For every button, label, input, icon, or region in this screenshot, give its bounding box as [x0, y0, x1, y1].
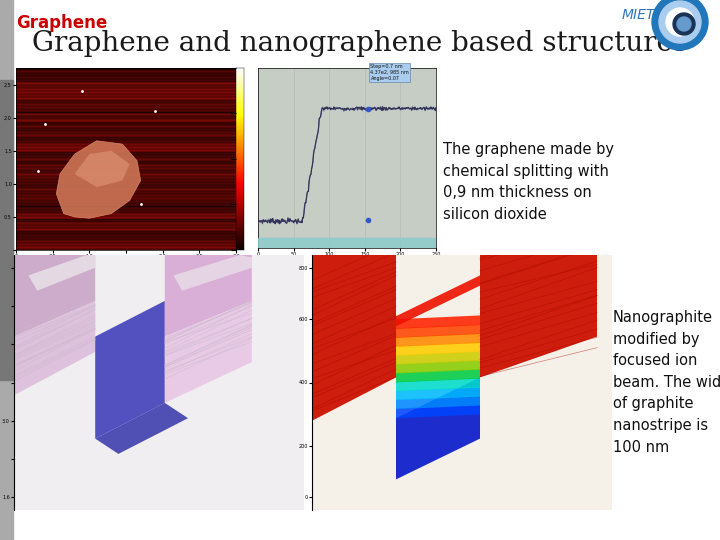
- Polygon shape: [396, 351, 480, 364]
- Polygon shape: [29, 255, 95, 291]
- Bar: [258, 238, 436, 248]
- Polygon shape: [174, 255, 252, 291]
- Polygon shape: [312, 255, 396, 421]
- Polygon shape: [396, 404, 480, 418]
- Text: MIET: MIET: [622, 8, 655, 22]
- Polygon shape: [396, 369, 480, 382]
- Polygon shape: [14, 255, 95, 336]
- Polygon shape: [56, 141, 140, 218]
- Polygon shape: [95, 403, 188, 454]
- Circle shape: [677, 17, 691, 31]
- Polygon shape: [165, 255, 252, 336]
- Bar: [0, 0, 13, 540]
- Polygon shape: [75, 151, 130, 187]
- Circle shape: [666, 8, 694, 36]
- Circle shape: [652, 0, 708, 50]
- Circle shape: [659, 1, 701, 43]
- Text: The graphene made by
chemical splitting with
0,9 nm thickness on
silicon dioxide: The graphene made by chemical splitting …: [443, 142, 614, 222]
- Polygon shape: [396, 275, 480, 326]
- Bar: [0, 80, 13, 380]
- Polygon shape: [396, 360, 480, 374]
- Polygon shape: [95, 301, 165, 438]
- Text: Graphene: Graphene: [16, 14, 107, 32]
- Polygon shape: [396, 377, 480, 480]
- X-axis label: Flow, nm: Flow, nm: [335, 259, 359, 264]
- Text: Nanographite film with initial
thickness 14 nm and 1.5 nm after FIB
etching unde: Nanographite film with initial thickness…: [20, 452, 296, 508]
- Polygon shape: [396, 315, 480, 329]
- Polygon shape: [14, 301, 95, 395]
- X-axis label: µm: µm: [121, 261, 131, 266]
- Polygon shape: [396, 342, 480, 356]
- Text: Nanographite
modified by
focused ion
beam. The width
of graphite
nanostripe is
1: Nanographite modified by focused ion bea…: [613, 310, 720, 455]
- Polygon shape: [396, 396, 480, 409]
- Polygon shape: [396, 325, 480, 338]
- Polygon shape: [396, 378, 480, 392]
- Polygon shape: [165, 301, 252, 403]
- Polygon shape: [480, 255, 597, 377]
- Circle shape: [673, 13, 695, 35]
- Text: Graphene and nanographene based structures: Graphene and nanographene based structur…: [32, 30, 688, 57]
- Text: Step=0.7 nm
4.37e2, 985 nm
Angle=0.07: Step=0.7 nm 4.37e2, 985 nm Angle=0.07: [371, 64, 409, 81]
- Polygon shape: [396, 333, 480, 347]
- Polygon shape: [396, 387, 480, 400]
